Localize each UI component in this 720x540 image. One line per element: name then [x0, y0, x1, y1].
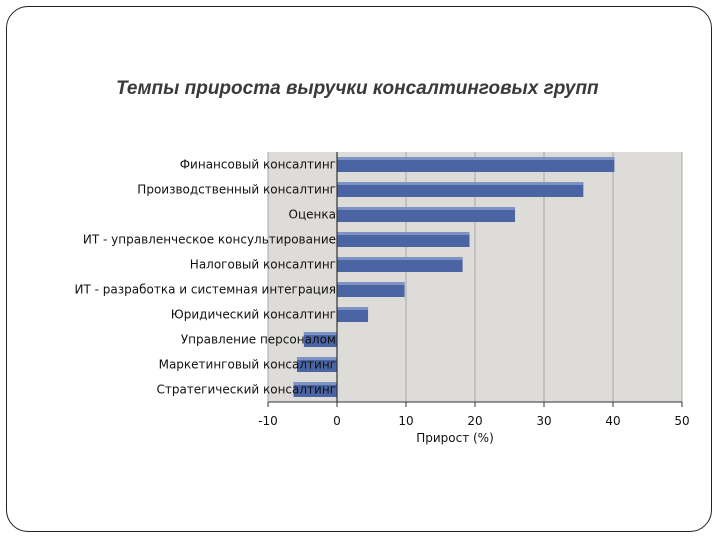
category-labels: Финансовый консалтинг Производственный ко… — [75, 158, 336, 397]
category-label: Оценка — [289, 208, 336, 222]
x-axis-title: Прирост (%) — [416, 431, 494, 445]
category-label: Маркетинговый консалтинг — [159, 358, 336, 372]
bar-highlight — [293, 382, 337, 385]
category-label: Юридический консалтинг — [171, 308, 336, 322]
bar — [337, 232, 470, 247]
bar-highlight — [337, 207, 516, 210]
bars — [293, 157, 615, 397]
category-label: Налоговый консалтинг — [190, 258, 336, 272]
x-tick-label: 0 — [333, 414, 341, 428]
bar — [293, 382, 337, 397]
category-label: Финансовый консалтинг — [180, 158, 336, 172]
bar — [337, 282, 405, 297]
bar — [303, 332, 337, 347]
bar-highlight — [337, 157, 615, 160]
bar — [296, 357, 337, 372]
bar — [337, 257, 463, 272]
x-tick-label: 30 — [536, 414, 551, 428]
category-label: ИТ - управленческое консультирование — [83, 233, 336, 247]
x-tick-label: 50 — [674, 414, 689, 428]
bar — [337, 207, 516, 222]
slide-title: Темпы прироста выручки консалтинговых гр… — [116, 78, 599, 99]
x-tick-label: -10 — [258, 414, 278, 428]
category-label: ИТ - разработка и системная интеграция — [75, 283, 336, 297]
bar-highlight — [337, 307, 369, 310]
category-label: Стратегический консалтинг — [156, 383, 336, 397]
bar-highlight — [337, 232, 470, 235]
category-label: Производственный консалтинг — [137, 183, 336, 197]
bar — [337, 307, 369, 322]
bar — [337, 157, 615, 172]
x-tick-label: 40 — [605, 414, 620, 428]
x-axis: -10 0 10 20 30 40 50 — [258, 152, 690, 428]
bar-highlight — [303, 332, 337, 335]
bar-highlight — [337, 257, 463, 260]
category-label: Управление персоналом — [181, 333, 336, 347]
bar-highlight — [337, 282, 405, 285]
bar — [337, 182, 584, 197]
bar-highlight — [296, 357, 337, 360]
bar-highlight — [337, 182, 584, 185]
x-tick-label: 10 — [398, 414, 413, 428]
x-tick-label: 20 — [467, 414, 482, 428]
